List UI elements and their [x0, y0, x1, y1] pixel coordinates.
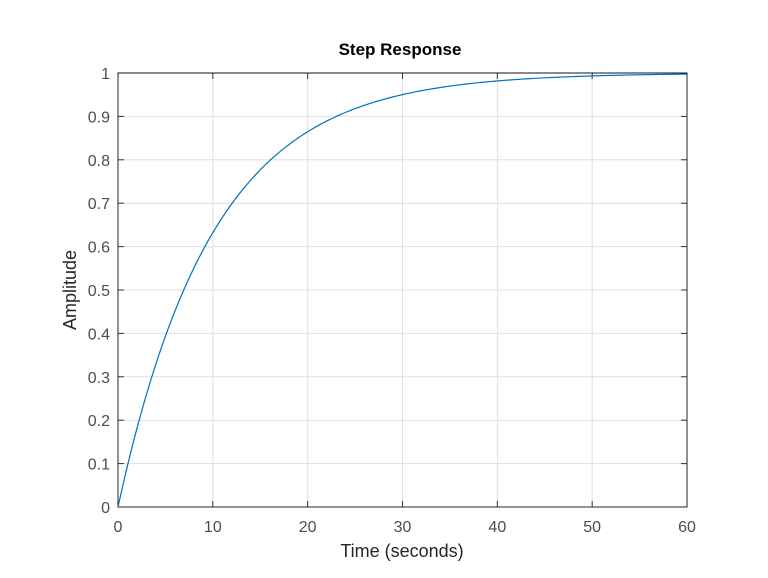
y-tick-label: 0.2: [88, 413, 110, 430]
y-tick-label: 0: [101, 500, 110, 517]
chart-title: Step Response: [339, 40, 462, 59]
y-tick-label: 1: [101, 66, 110, 83]
y-tick-labels: 0 0.1 0.2 0.3 0.4 0.5 0.6 0.7 0.8 0.9 1: [88, 66, 110, 517]
x-tick-label: 60: [678, 519, 696, 536]
x-tick-labels: 0 10 20 30 40 50 60: [114, 519, 696, 536]
y-tick-label: 0.3: [88, 370, 110, 387]
y-tick-label: 0.9: [88, 109, 110, 126]
x-tick-label: 0: [114, 519, 123, 536]
y-tick-label: 0.5: [88, 283, 110, 300]
y-tick-label: 0.1: [88, 457, 110, 474]
x-tick-label: 40: [488, 519, 506, 536]
y-tick-label: 0.8: [88, 153, 110, 170]
x-tick-label: 30: [394, 519, 412, 536]
y-tick-label: 0.7: [88, 196, 110, 213]
x-tick-label: 10: [204, 519, 222, 536]
y-tick-label: 0.4: [88, 326, 110, 343]
x-axis-label: Time (seconds): [340, 541, 463, 561]
y-tick-label: 0.6: [88, 240, 110, 257]
x-tick-label: 50: [583, 519, 601, 536]
y-axis-label: Amplitude: [60, 250, 80, 330]
step-response-line: [117, 73, 688, 508]
x-tick-label: 20: [299, 519, 317, 536]
